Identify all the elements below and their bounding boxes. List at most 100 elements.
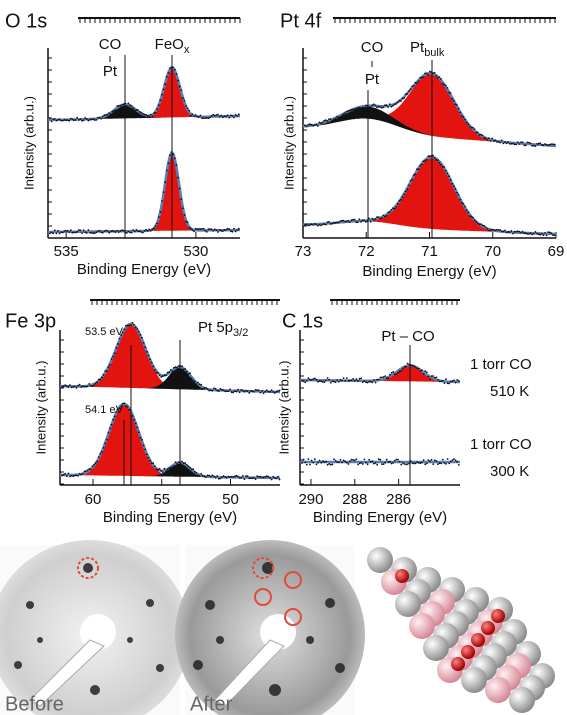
data-dot <box>68 120 70 122</box>
data-dot <box>152 366 154 368</box>
data-dot <box>355 108 357 110</box>
annotation: Pt <box>103 63 118 80</box>
data-dot <box>147 115 149 117</box>
data-dot <box>242 475 244 477</box>
data-dot <box>177 80 179 82</box>
data-dot <box>175 461 177 463</box>
data-dot <box>74 386 76 388</box>
data-dot <box>102 116 104 118</box>
data-dot <box>148 355 150 357</box>
data-dot <box>360 462 362 464</box>
data-dot <box>99 117 101 119</box>
data-dot <box>493 140 495 142</box>
data-dot <box>379 218 381 220</box>
data-dot <box>347 220 349 222</box>
data-dot <box>372 381 374 383</box>
data-dot <box>157 372 159 374</box>
annotation: 510 K <box>490 383 529 400</box>
data-dot <box>192 229 194 231</box>
data-dot <box>210 390 212 392</box>
data-dot <box>78 229 80 231</box>
data-dot <box>142 232 144 234</box>
data-dot <box>160 470 162 472</box>
data-dot <box>543 234 545 236</box>
data-dot <box>371 104 373 106</box>
data-dot <box>170 467 172 469</box>
data-dot <box>126 232 128 234</box>
data-dot <box>230 230 232 232</box>
data-dot <box>133 419 135 421</box>
data-dot <box>172 154 174 156</box>
data-dot <box>447 87 449 89</box>
data-dot <box>194 471 196 473</box>
data-dot <box>253 477 255 479</box>
data-dot <box>493 229 495 231</box>
data-dot <box>386 459 388 461</box>
data-dot <box>212 230 214 232</box>
data-dot <box>180 198 182 200</box>
data-dot <box>200 228 202 230</box>
data-dot <box>111 424 113 426</box>
data-dot <box>118 105 120 107</box>
annotation: 1 torr CO <box>470 356 532 373</box>
data-dot <box>309 123 311 125</box>
data-dot <box>485 226 487 228</box>
x-tick-label: 530 <box>183 243 208 260</box>
data-dot <box>176 73 178 75</box>
data-dot <box>127 325 129 327</box>
data-dot <box>503 143 505 145</box>
data-dot <box>258 476 260 478</box>
data-dot <box>106 439 108 441</box>
data-dot <box>60 120 62 122</box>
data-dot <box>222 230 224 232</box>
data-dot <box>274 392 276 394</box>
data-dot <box>195 228 197 230</box>
data-dot <box>391 106 393 108</box>
data-dot <box>442 459 444 461</box>
data-dot <box>346 220 348 222</box>
data-dot <box>458 380 460 382</box>
data-dot <box>223 475 225 477</box>
data-dot <box>306 126 308 128</box>
data-dot <box>93 384 95 386</box>
data-dot <box>512 143 514 145</box>
data-dot <box>328 118 330 120</box>
data-dot <box>85 470 87 472</box>
data-dot <box>378 106 380 108</box>
data-dot <box>330 223 332 225</box>
data-dot <box>306 464 308 466</box>
data-dot <box>232 231 234 233</box>
data-dot <box>132 229 134 231</box>
data-dot <box>137 230 139 232</box>
data-dot <box>168 371 170 373</box>
data-dot <box>392 371 394 373</box>
data-dot <box>322 381 324 383</box>
data-dot <box>198 116 200 118</box>
data-dot <box>301 380 303 382</box>
image-label: After <box>190 693 233 715</box>
annotation-main: Pt <box>410 39 425 56</box>
data-dot <box>328 221 330 223</box>
data-dot <box>217 114 219 116</box>
data-dot <box>68 473 70 475</box>
data-dot <box>148 115 150 117</box>
data-dot <box>76 231 78 233</box>
data-dot <box>379 106 381 108</box>
data-dot <box>380 459 382 461</box>
data-dot <box>482 135 484 137</box>
data-dot <box>395 103 397 105</box>
data-dot <box>405 464 407 466</box>
data-dot <box>57 119 59 121</box>
data-dot <box>77 385 79 387</box>
data-dot <box>311 223 313 225</box>
data-dot <box>255 389 257 391</box>
data-dot <box>136 427 138 429</box>
data-dot <box>220 478 222 480</box>
data-dot <box>224 229 226 231</box>
data-dot <box>405 93 407 95</box>
data-dot <box>62 120 64 122</box>
data-dot <box>66 475 68 477</box>
data-dot <box>496 229 498 231</box>
data-dot <box>67 119 69 121</box>
data-dot <box>125 325 127 327</box>
